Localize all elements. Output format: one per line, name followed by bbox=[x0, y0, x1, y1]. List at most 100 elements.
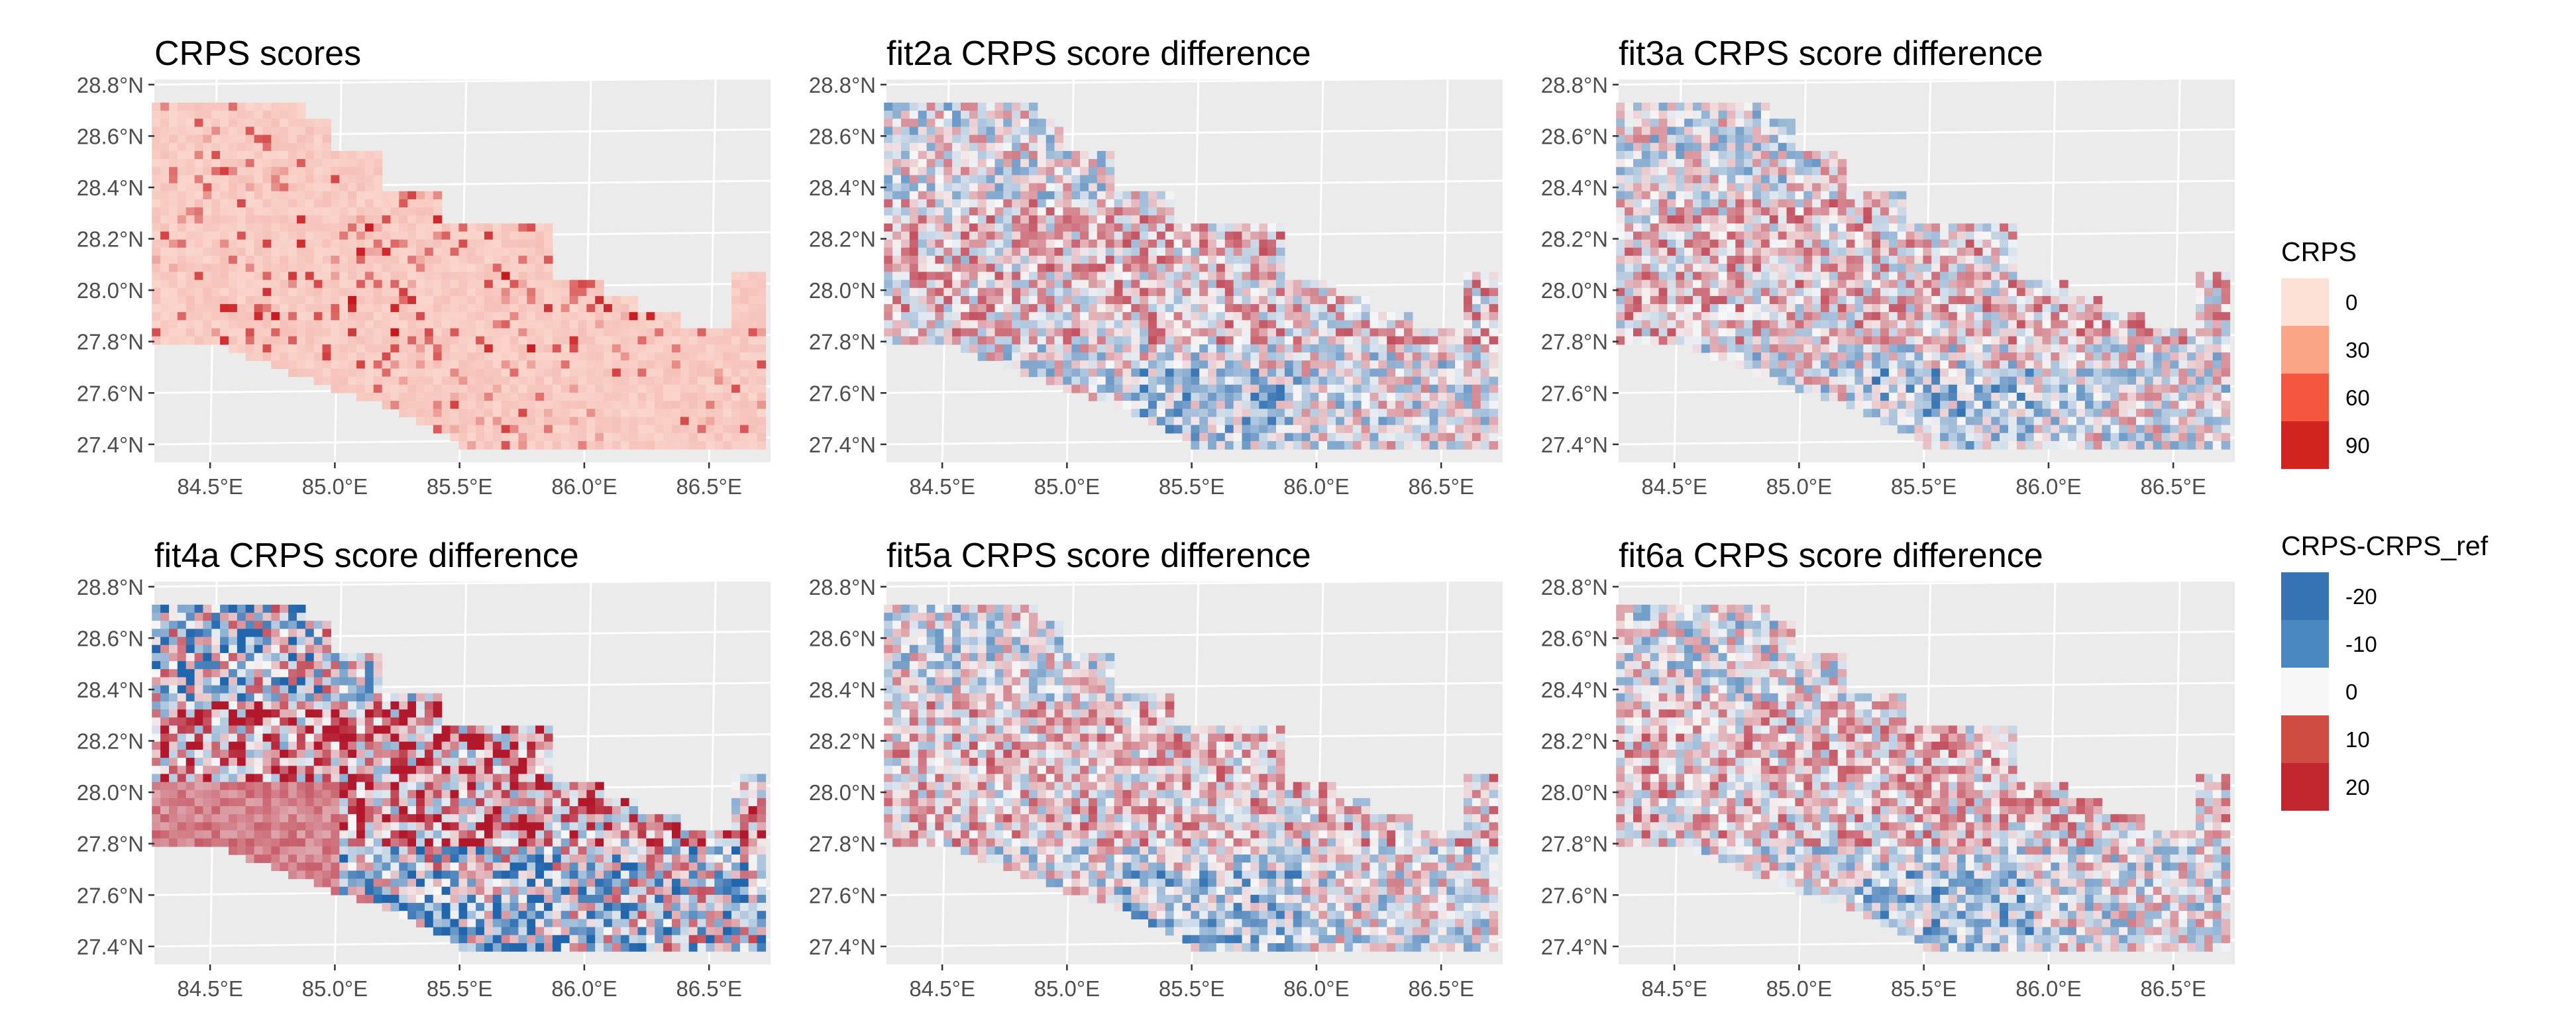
heatmap-cell bbox=[943, 239, 953, 248]
heatmap-cell bbox=[1105, 287, 1115, 297]
heatmap-cell bbox=[1701, 320, 1711, 329]
heatmap-cell bbox=[1676, 134, 1685, 144]
heatmap-cell bbox=[1412, 328, 1422, 337]
heatmap-cell bbox=[1054, 312, 1063, 321]
heatmap-cell bbox=[1327, 440, 1336, 450]
heatmap-cell bbox=[220, 272, 229, 281]
heatmap-cell bbox=[629, 401, 639, 409]
heatmap-cell bbox=[1250, 344, 1260, 353]
heatmap-cell bbox=[305, 368, 315, 378]
heatmap-cell bbox=[739, 409, 749, 417]
heatmap-cell bbox=[961, 295, 970, 305]
heatmap-cell bbox=[926, 256, 936, 264]
heatmap-cell bbox=[637, 425, 647, 434]
heatmap-cell bbox=[586, 295, 596, 305]
heatmap-cell bbox=[373, 223, 383, 232]
heatmap-cell bbox=[1803, 223, 1813, 232]
heatmap-cell bbox=[1063, 328, 1072, 337]
heatmap-cell bbox=[1046, 264, 1055, 272]
heatmap-cell bbox=[1156, 215, 1166, 224]
heatmap-cell bbox=[296, 134, 306, 144]
heatmap-cell bbox=[177, 280, 187, 289]
heatmap-cell bbox=[535, 352, 545, 361]
heatmap-cell bbox=[220, 150, 229, 160]
heatmap-cell bbox=[382, 239, 392, 248]
heatmap-cell bbox=[1760, 127, 1770, 136]
heatmap-cell bbox=[373, 376, 383, 386]
heatmap-cell bbox=[1318, 368, 1328, 378]
heatmap-cell bbox=[1837, 239, 1847, 248]
heatmap-cell bbox=[1063, 376, 1072, 386]
heatmap-cell bbox=[569, 392, 579, 401]
heatmap-cell bbox=[1089, 247, 1098, 256]
heatmap-cell bbox=[892, 320, 902, 329]
heatmap-cell bbox=[1020, 111, 1030, 119]
heatmap-cell bbox=[169, 328, 178, 337]
heatmap-cell bbox=[714, 440, 724, 450]
heatmap-cell bbox=[1224, 440, 1234, 450]
heatmap-cell bbox=[1165, 376, 1175, 386]
heatmap-cell bbox=[229, 191, 238, 200]
heatmap-cell bbox=[211, 287, 221, 297]
y-tick-label: 28.0°N bbox=[77, 278, 144, 303]
heatmap-cell bbox=[1097, 239, 1106, 248]
heatmap-cell bbox=[1676, 304, 1685, 313]
heatmap-cell bbox=[1191, 376, 1200, 386]
heatmap-cell bbox=[1769, 207, 1779, 216]
heatmap-cell bbox=[1905, 328, 1915, 337]
heatmap-cell bbox=[1199, 280, 1208, 289]
heatmap-cell bbox=[1693, 215, 1702, 224]
heatmap-cell bbox=[510, 360, 519, 369]
heatmap-cell bbox=[986, 239, 996, 248]
heatmap-cell bbox=[262, 191, 272, 200]
heatmap-cell bbox=[544, 264, 553, 272]
heatmap-cell bbox=[1336, 336, 1345, 345]
heatmap-cell bbox=[1658, 150, 1668, 160]
heatmap-cell bbox=[884, 199, 893, 208]
heatmap-cell bbox=[1173, 247, 1183, 256]
heatmap-cell bbox=[1812, 215, 1821, 224]
heatmap-cell bbox=[926, 295, 936, 305]
heatmap-cell bbox=[262, 256, 272, 264]
heatmap-cell bbox=[510, 231, 519, 240]
heatmap-cell bbox=[356, 280, 366, 289]
heatmap-cell bbox=[518, 392, 527, 401]
heatmap-cell bbox=[1336, 368, 1345, 378]
heatmap-cell bbox=[1846, 312, 1856, 321]
heatmap-cell bbox=[1727, 312, 1736, 321]
heatmap-cell bbox=[1880, 295, 1890, 305]
heatmap-cell bbox=[1812, 368, 1821, 378]
heatmap-cell bbox=[1421, 344, 1430, 353]
heatmap-cell bbox=[697, 392, 707, 401]
heatmap-cell bbox=[1148, 384, 1157, 393]
heatmap-cell bbox=[1455, 440, 1464, 450]
heatmap-cell bbox=[1650, 142, 1660, 152]
heatmap-cell bbox=[1812, 312, 1821, 321]
heatmap-cell bbox=[918, 167, 928, 176]
heatmap-cell bbox=[1744, 287, 1753, 297]
heatmap-cell bbox=[169, 231, 178, 240]
heatmap-cell bbox=[1718, 167, 1728, 176]
heatmap-cell bbox=[476, 392, 485, 401]
heatmap-cell bbox=[892, 134, 902, 144]
heatmap-cell bbox=[969, 247, 979, 256]
heatmap-cell bbox=[977, 142, 987, 152]
heatmap-cell bbox=[501, 376, 511, 386]
heatmap-cell bbox=[1097, 231, 1106, 240]
heatmap-cell bbox=[1735, 167, 1744, 176]
heatmap-cell bbox=[714, 368, 724, 378]
heatmap-cell bbox=[399, 392, 408, 401]
heatmap-cell bbox=[926, 142, 936, 152]
heatmap-cell bbox=[1140, 231, 1149, 240]
heatmap-cell bbox=[892, 150, 902, 160]
heatmap-cell bbox=[322, 231, 331, 240]
heatmap-cell bbox=[1191, 368, 1200, 378]
heatmap-cell bbox=[237, 199, 246, 208]
heatmap-cell bbox=[969, 264, 979, 272]
heatmap-cell bbox=[399, 360, 408, 369]
heatmap-cell bbox=[1472, 360, 1481, 369]
heatmap-cell bbox=[961, 207, 970, 216]
heatmap-cell bbox=[1625, 328, 1634, 337]
heatmap-cell bbox=[1293, 425, 1303, 434]
heatmap-cell bbox=[373, 167, 383, 176]
